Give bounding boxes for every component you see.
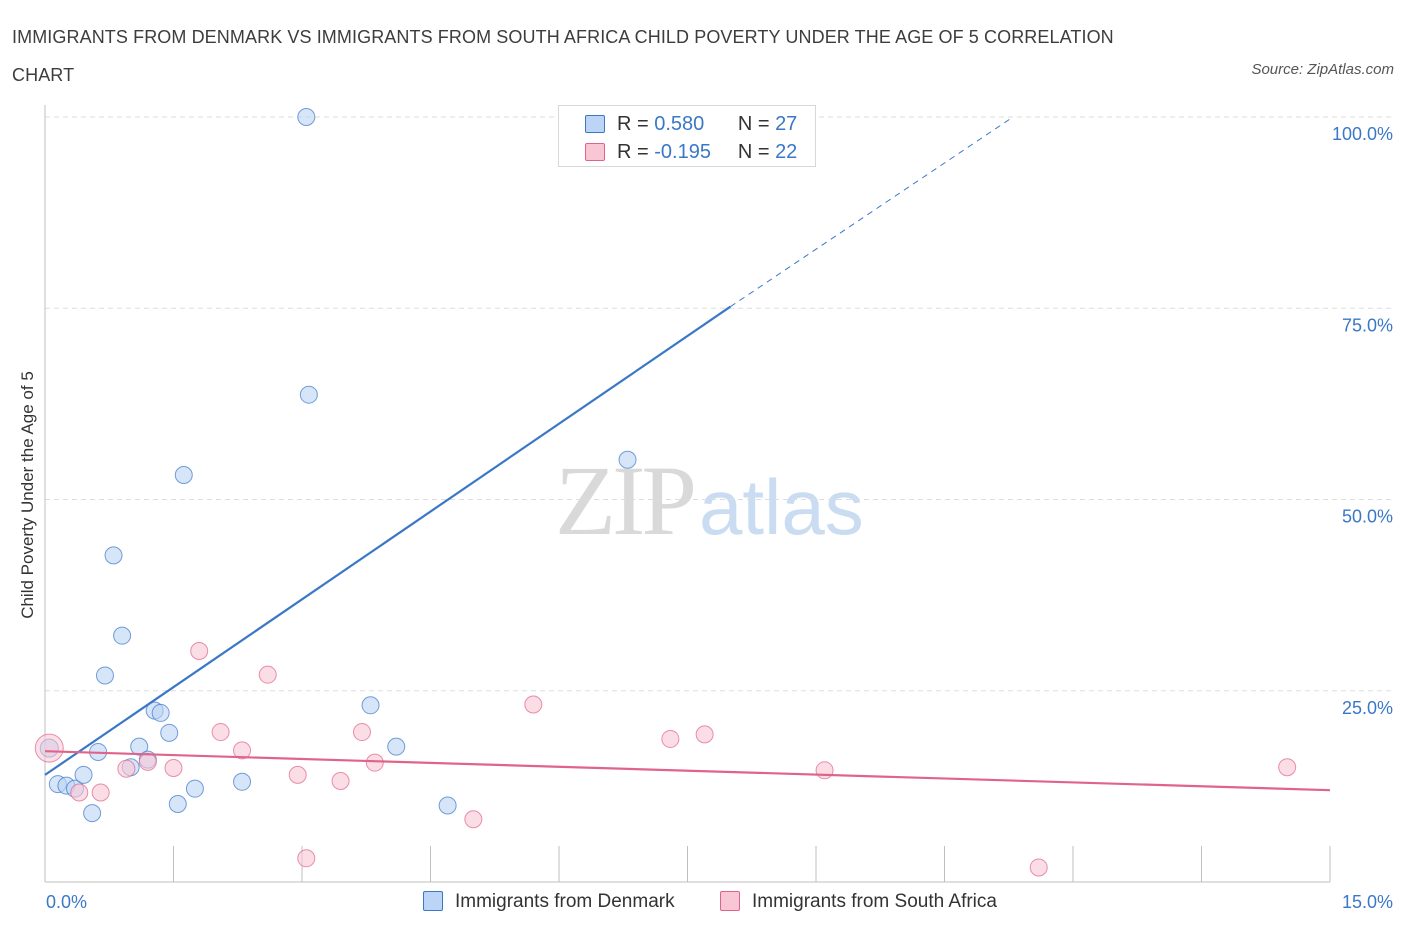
denmark-point-4 xyxy=(74,765,93,784)
south-africa-trend-line xyxy=(44,750,1331,792)
x-tick-label-1: 15.0% xyxy=(1342,892,1393,912)
south-africa-point-6 xyxy=(190,641,209,660)
n-value-south-africa: 22 xyxy=(775,141,798,163)
legend-item-denmark[interactable]: Immigrants from Denmark xyxy=(423,888,675,916)
n-label-denmark: N = xyxy=(737,113,770,135)
legend-label-south-africa: Immigrants from South Africa xyxy=(752,891,997,912)
legend-item-south-africa[interactable]: Immigrants from South Africa xyxy=(720,888,997,916)
x-tick-label-0: 0.0% xyxy=(46,892,87,912)
denmark-point-7 xyxy=(95,666,114,685)
denmark-trend-extension xyxy=(730,116,1014,308)
south-africa-point-10 xyxy=(288,765,307,784)
y-tick-label-3: 25.0% xyxy=(1342,698,1393,718)
south-africa-point-2 xyxy=(91,783,110,802)
correlation-legend: R = 0.580 N = 27 R = -0.195 N = 22 xyxy=(558,105,816,167)
south-africa-point-15 xyxy=(464,810,483,829)
south-africa-point-16 xyxy=(524,695,543,714)
series-legend: Immigrants from Denmark Immigrants from … xyxy=(0,888,1406,916)
r-value-south-africa: -0.195 xyxy=(654,141,711,163)
south-africa-point-20 xyxy=(1029,858,1048,877)
legend-label-denmark: Immigrants from Denmark xyxy=(455,891,675,912)
south-africa-point-11 xyxy=(297,849,316,868)
south-africa-point-12 xyxy=(331,772,350,791)
south-africa-point-14 xyxy=(365,753,384,772)
south-africa-point-3 xyxy=(117,759,136,778)
south-africa-point-5 xyxy=(164,759,183,778)
r-label-south-africa: R = xyxy=(617,141,649,163)
south-africa-point-8 xyxy=(233,741,252,760)
denmark-point-8 xyxy=(104,546,123,565)
denmark-swatch xyxy=(585,115,605,133)
denmark-point-20 xyxy=(297,108,316,126)
south-africa-point-9 xyxy=(258,665,277,684)
south-africa-point-13 xyxy=(352,723,371,742)
denmark-point-24 xyxy=(438,796,457,815)
south-africa-swatch xyxy=(585,143,605,161)
denmark-point-15 xyxy=(160,723,179,742)
denmark-point-18 xyxy=(185,779,204,798)
y-tick-label-1: 75.0% xyxy=(1342,315,1393,335)
legend-row-south-africa: R = -0.195 N = 22 xyxy=(585,138,797,166)
r-label-denmark: R = xyxy=(617,113,649,135)
chart-title: IMMIGRANTS FROM DENMARK VS IMMIGRANTS FR… xyxy=(12,27,1114,85)
south-africa-legend-swatch xyxy=(720,891,740,911)
r-value-denmark: 0.580 xyxy=(654,113,705,135)
denmark-point-16 xyxy=(168,794,187,813)
south-africa-point-17 xyxy=(661,729,680,748)
south-africa-point-1 xyxy=(70,783,89,802)
denmark-point-25 xyxy=(618,450,637,469)
y-tick-label-0: 100.0% xyxy=(1332,124,1393,144)
south-africa-point-4 xyxy=(138,752,157,771)
denmark-trend-line xyxy=(44,305,731,776)
y-axis-label: Child Poverty Under the Age of 5 xyxy=(18,371,37,619)
south-africa-point-0 xyxy=(34,733,64,763)
south-africa-point-7 xyxy=(211,723,230,742)
n-label-south-africa: N = xyxy=(737,141,770,163)
watermark-atlas: atlas xyxy=(699,463,864,551)
denmark-point-9 xyxy=(113,626,132,645)
south-africa-point-21 xyxy=(1278,758,1297,777)
denmark-point-14 xyxy=(151,703,170,722)
y-tick-label-2: 50.0% xyxy=(1342,507,1393,527)
south-africa-point-18 xyxy=(695,725,714,744)
denmark-point-19 xyxy=(233,772,252,791)
legend-row-denmark: R = 0.580 N = 27 xyxy=(585,110,797,138)
south-africa-point-19 xyxy=(815,761,834,780)
denmark-point-22 xyxy=(361,696,380,715)
denmark-point-5 xyxy=(83,804,102,823)
denmark-point-23 xyxy=(387,737,406,756)
source-text: Source: ZipAtlas.com xyxy=(1251,61,1394,78)
n-value-denmark: 27 xyxy=(775,113,798,135)
denmark-point-21 xyxy=(299,385,318,404)
denmark-legend-swatch xyxy=(423,891,443,911)
denmark-point-17 xyxy=(174,466,193,485)
